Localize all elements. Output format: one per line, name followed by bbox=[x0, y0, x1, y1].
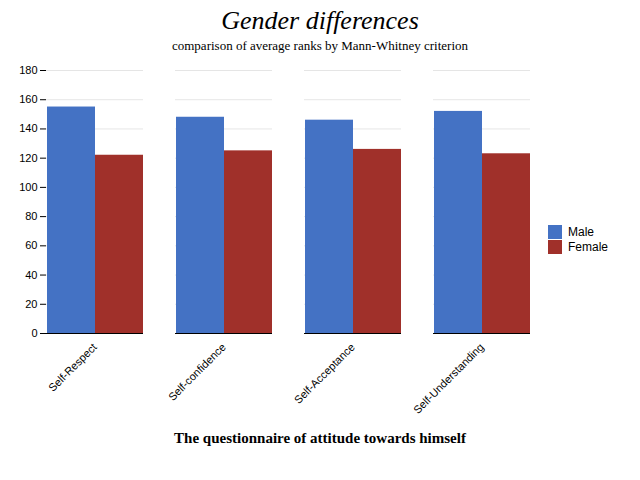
svg-text:Self-confidence: Self-confidence bbox=[166, 341, 228, 403]
svg-text:Self-Acceptance: Self-Acceptance bbox=[292, 341, 357, 406]
svg-text:Self-Understanding: Self-Understanding bbox=[411, 341, 486, 416]
svg-text:180: 180 bbox=[19, 64, 37, 76]
html-text:Gender differences: Gender differences bbox=[221, 6, 419, 35]
svg-text:140: 140 bbox=[19, 122, 37, 134]
svg-text:160: 160 bbox=[19, 93, 37, 105]
svg-text:20: 20 bbox=[25, 298, 37, 310]
svg-text:120: 120 bbox=[19, 152, 37, 164]
svg-text:0: 0 bbox=[31, 327, 37, 339]
html-text:The questionnaire of attitude: The questionnaire of attitude towards hi… bbox=[174, 430, 466, 446]
html-text:Male: Male bbox=[568, 225, 594, 239]
svg-text:Self-Respect: Self-Respect bbox=[46, 341, 99, 394]
svg-text:80: 80 bbox=[25, 210, 37, 222]
html-text:comparison of average ranks by: comparison of average ranks by Mann-Whit… bbox=[172, 38, 468, 53]
svg-text:40: 40 bbox=[25, 269, 37, 281]
svg-text:100: 100 bbox=[19, 181, 37, 193]
svg-text:60: 60 bbox=[25, 239, 37, 251]
html-text:Female: Female bbox=[568, 240, 608, 254]
